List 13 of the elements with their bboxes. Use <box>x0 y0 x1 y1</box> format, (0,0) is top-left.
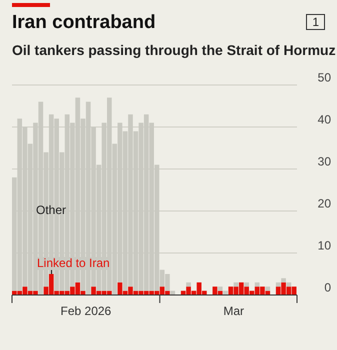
y-tick-label: 30 <box>318 154 332 168</box>
y-tick-label: 20 <box>318 196 332 210</box>
y-tick-label: 50 <box>318 70 332 84</box>
chart-title: Iran contraband <box>12 12 156 34</box>
chart-subtitle: Oil tankers passing through the Strait of Hormuz <box>12 42 336 58</box>
x-tick-label: Mar <box>223 304 244 318</box>
text: 1 <box>306 14 325 30</box>
y-tick-label: 10 <box>318 238 332 252</box>
series-label: Linked to Iran <box>36 256 111 270</box>
series-label: Other <box>36 202 66 217</box>
x-tick-label: Feb 2026 <box>60 304 112 318</box>
y-tick-label: 40 <box>318 112 332 126</box>
y-tick-label: 0 <box>324 280 332 294</box>
